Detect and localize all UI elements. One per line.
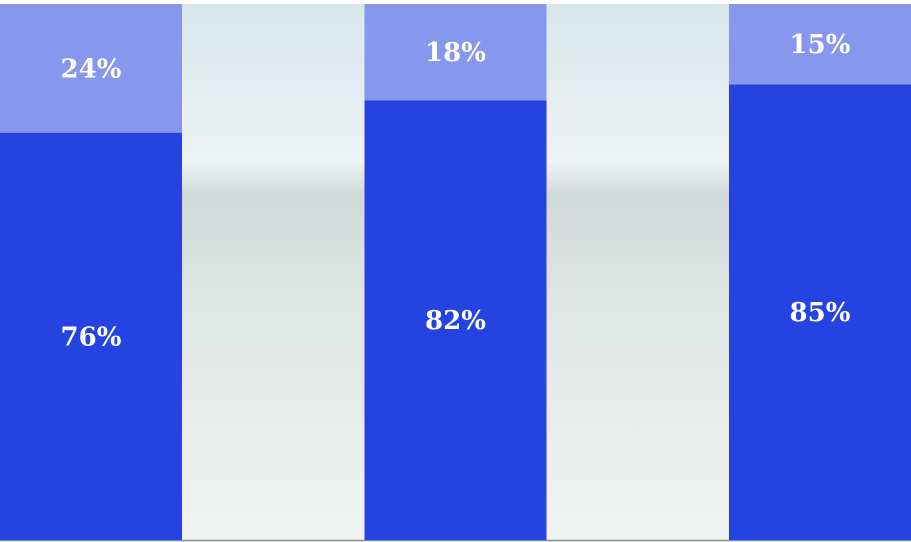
bar-segment — [0, 4, 182, 133]
bar-segment — [0, 132, 182, 540]
value-label: 85% — [790, 298, 851, 328]
value-label: 24% — [61, 54, 122, 84]
bar-segment — [729, 84, 911, 541]
top-strip — [0, 0, 911, 4]
value-label: 76% — [61, 322, 122, 352]
value-label: 18% — [425, 38, 486, 68]
bar-segment — [364, 100, 547, 540]
value-label: 15% — [790, 30, 851, 60]
bar-segment — [364, 4, 547, 101]
bar-segment — [729, 4, 911, 85]
value-label: 82% — [425, 306, 486, 336]
